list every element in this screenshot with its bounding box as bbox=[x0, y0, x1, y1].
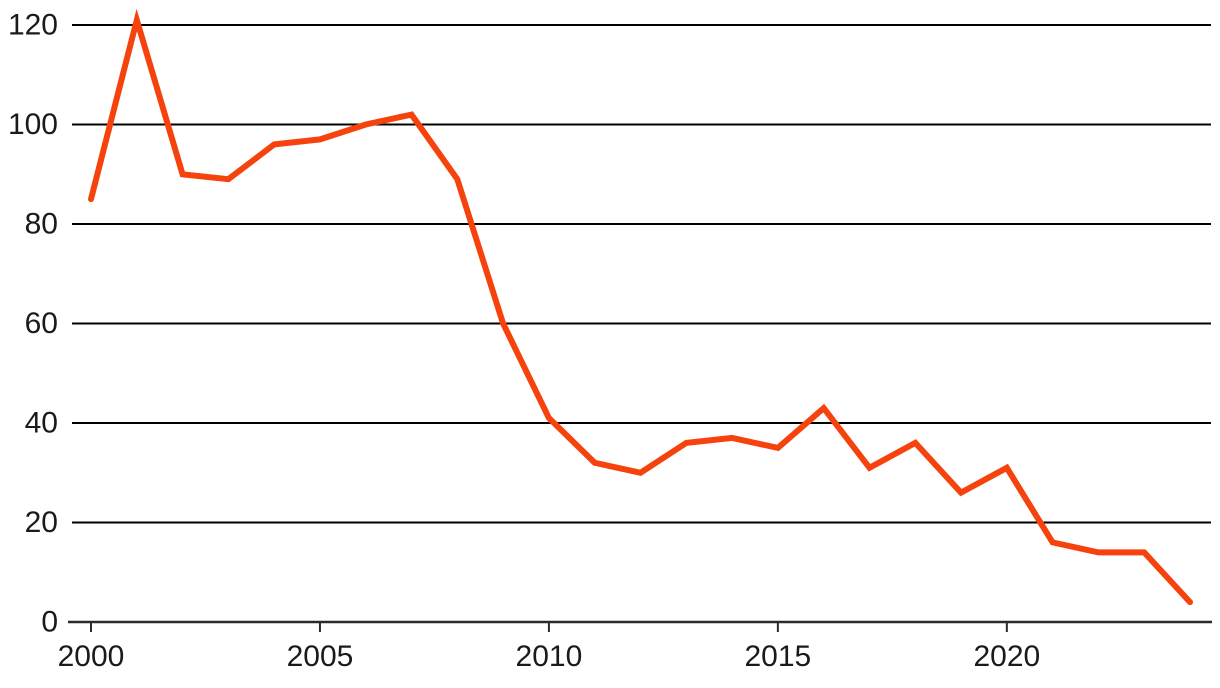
y-tick-label: 120 bbox=[8, 9, 58, 42]
x-tick-label: 2000 bbox=[58, 640, 125, 673]
y-tick-label: 40 bbox=[25, 407, 58, 440]
x-tick-label: 2005 bbox=[287, 640, 354, 673]
data-line bbox=[88, 8, 1193, 606]
y-tick-label: 0 bbox=[41, 606, 58, 639]
y-tick-label: 60 bbox=[25, 307, 58, 340]
x-tick-label: 2015 bbox=[745, 640, 812, 673]
y-tick-label: 100 bbox=[8, 108, 58, 141]
y-tick-label: 20 bbox=[25, 506, 58, 539]
x-tick-label: 2010 bbox=[516, 640, 583, 673]
y-tick-label: 80 bbox=[25, 208, 58, 241]
x-tick-label: 2020 bbox=[973, 640, 1040, 673]
